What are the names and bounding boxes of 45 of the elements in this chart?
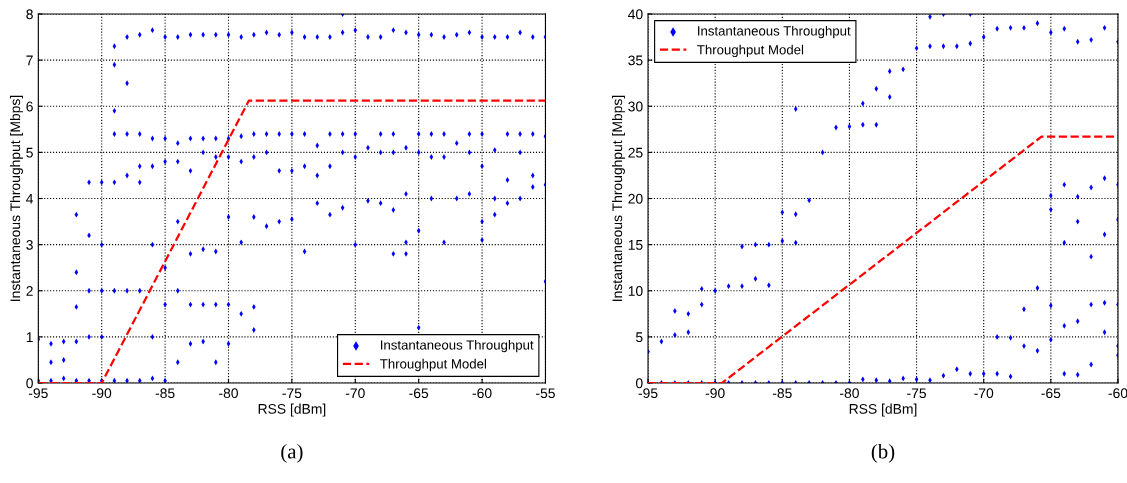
- x-tick-label: -85: [772, 388, 792, 399]
- x-tick-label: -65: [409, 388, 429, 399]
- y-tick-label: 10: [628, 286, 643, 296]
- y-tick-label: 3: [26, 239, 33, 250]
- y-tick-label: 40: [628, 9, 643, 20]
- x-tick-label: -65: [1041, 388, 1061, 399]
- y-tick-label: 7: [26, 55, 33, 66]
- y-tick-label: 5: [636, 332, 643, 343]
- y-tick-label: 2: [26, 286, 33, 296]
- x-tick-label: -90: [705, 388, 725, 399]
- y-axis-title: Instantaneous Throughput [Mbps]: [611, 95, 625, 301]
- x-tick-label: -85: [155, 388, 175, 399]
- text: (b): [871, 443, 895, 463]
- x-tick-label: -95: [28, 388, 48, 399]
- y-tick-label: 30: [628, 101, 643, 112]
- y-tick-label: 15: [628, 240, 643, 250]
- y-tick-label: 5: [26, 147, 33, 158]
- x-tick-label: -60: [1108, 388, 1127, 399]
- x-tick-label: -75: [282, 388, 302, 399]
- x-tick-label: -95: [638, 388, 658, 399]
- legend-label: Throughput Model: [380, 358, 486, 372]
- text: (a): [281, 443, 303, 463]
- x-tick-label: -80: [219, 388, 238, 399]
- x-tick-label: -80: [840, 388, 859, 399]
- y-tick-label: 4: [26, 193, 34, 204]
- x-tick-label: -60: [472, 388, 492, 399]
- y-tick-label: 0: [26, 378, 33, 389]
- x-axis-title: RSS [dBm]: [258, 403, 326, 417]
- y-tick-label: 8: [26, 9, 33, 20]
- x-tick-label: -55: [536, 388, 555, 399]
- y-tick-label: 25: [628, 147, 643, 158]
- x-tick-label: -90: [92, 388, 112, 399]
- x-tick-label: -70: [974, 388, 994, 399]
- y-tick-label: 1: [26, 332, 33, 342]
- y-tick-label: 20: [628, 193, 643, 204]
- legend-label: Instantaneous Throughput: [381, 339, 534, 353]
- x-tick-label: -70: [345, 388, 365, 399]
- y-tick-label: 6: [26, 101, 33, 112]
- x-axis-title: RSS [dBm]: [849, 403, 917, 417]
- legend-label: Instantaneous Throughput: [698, 25, 851, 39]
- y-axis-title: Instantaneous Throughput [Mbps]: [10, 95, 23, 301]
- y-tick-label: 0: [635, 378, 643, 389]
- legend-label: Throughput Model: [697, 44, 804, 58]
- y-tick-label: 35: [628, 55, 643, 66]
- x-tick-label: -75: [907, 388, 927, 399]
